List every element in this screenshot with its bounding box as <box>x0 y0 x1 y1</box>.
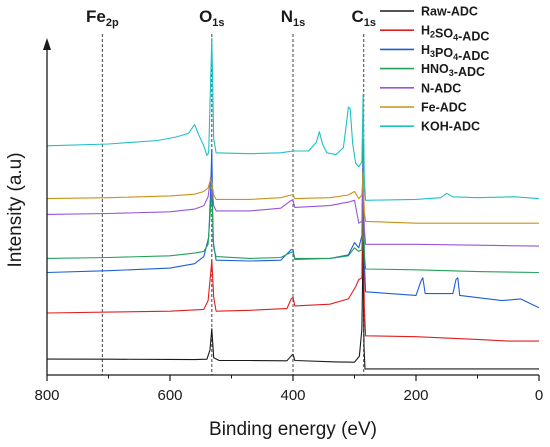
x-axis-label: Binding energy (eV) <box>209 419 377 440</box>
series-line-1 <box>46 240 539 370</box>
legend-label-4: HNO3-ADC <box>421 62 485 79</box>
series-line-7 <box>46 37 540 201</box>
legend-label-7: KOH-ADC <box>421 120 480 134</box>
series-line-5 <box>46 162 540 247</box>
peak-label-n: N1s <box>281 7 306 29</box>
series-lines <box>46 37 540 370</box>
series-line-4 <box>46 138 540 274</box>
peak-label-c: C1s <box>351 7 376 29</box>
series-line-2 <box>46 176 539 342</box>
x-tick-label-600: 600 <box>157 387 182 404</box>
axes: 800 600 400 200 0 <box>34 38 543 404</box>
reference-lines: Fe2p O1s N1s C1s <box>86 7 376 375</box>
x-tick-label-400: 400 <box>280 387 305 404</box>
series-line-6 <box>46 171 539 224</box>
legend-label-1: Raw-ADC <box>421 5 478 19</box>
x-tick-label-200: 200 <box>403 387 428 404</box>
y-axis-arrow-icon <box>43 38 51 50</box>
peak-label-o: O1s <box>199 7 224 29</box>
legend-label-6: Fe-ADC <box>421 101 467 115</box>
peak-label-fe: Fe2p <box>86 7 119 29</box>
x-tick-label-800: 800 <box>34 387 59 404</box>
legend-label-5: N-ADC <box>421 81 461 95</box>
legend-label-3: H3PO4-ADC <box>421 43 489 63</box>
y-axis-label: Intensity (a.u) <box>5 152 26 267</box>
x-tick-label-0: 0 <box>535 387 543 404</box>
legend-label-2: H2SO4-ADC <box>421 24 489 44</box>
